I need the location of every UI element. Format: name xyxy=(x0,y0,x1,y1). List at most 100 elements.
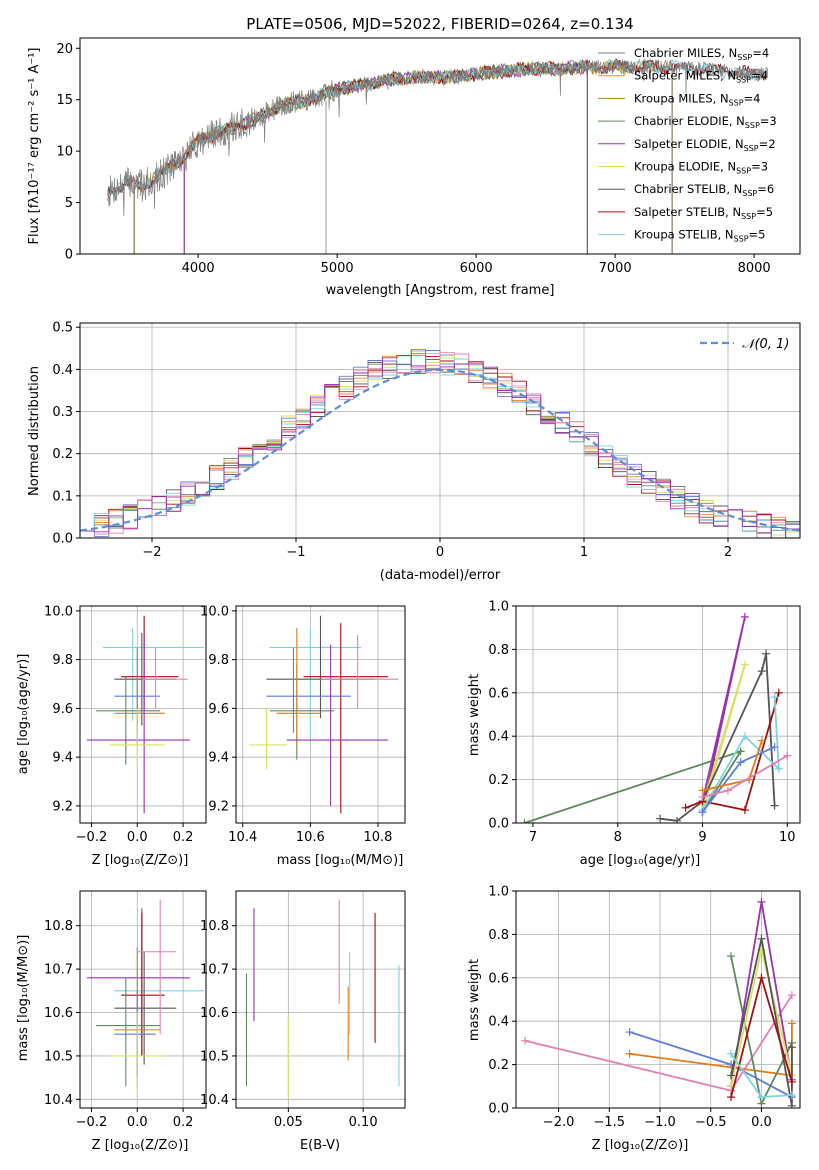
mass-weight-marker xyxy=(757,667,766,676)
legend-label-text: Salpeter ELODIE, N xyxy=(634,137,744,151)
mass-weight-marker xyxy=(723,786,732,795)
plot-marks xyxy=(245,899,400,1100)
x-tick-label: 9 xyxy=(698,830,706,845)
legend-label-sub: SSP xyxy=(734,235,749,244)
y-tick-label: 20 xyxy=(56,42,73,57)
x-tick-label: −2.0 xyxy=(543,1115,575,1130)
mass-weight-marker xyxy=(757,1093,766,1102)
y-tick-label: 0.4 xyxy=(488,730,509,745)
legend-label: Chabrier ELODIE, NSSP=3 xyxy=(634,114,777,130)
x-tick-label: −1.0 xyxy=(644,1115,676,1130)
y-tick-label: 10.8 xyxy=(44,919,73,934)
y-tick-label: 0.0 xyxy=(488,1102,509,1117)
y-tick-label: 10.7 xyxy=(200,963,229,978)
x-tick-label: 10.6 xyxy=(296,830,325,845)
mass-weight-marker xyxy=(740,732,749,741)
x-tick-label: −2 xyxy=(142,545,161,560)
residual-histogram xyxy=(80,352,800,538)
mwZ-xlabel: Z [log₁₀(Z/Z⊙)] xyxy=(592,1138,689,1153)
panel-age-vs-Z: Z [log₁₀(Z/Z⊙)] age [log₁₀(age/yr)] −0.2… xyxy=(16,604,207,868)
y-tick-label: 0.6 xyxy=(488,686,509,701)
ageZ-ylabel: age [log₁₀(age/yr)] xyxy=(16,654,31,775)
x-tick-label: 7 xyxy=(529,830,537,845)
spectrum-xlabel: wavelength [Angstrom, rest frame] xyxy=(326,283,555,298)
x-tick-label: −0.2 xyxy=(76,830,108,845)
panel-mass-weight-vs-Z: Z [log₁₀(Z/Z⊙)] mass weight −2.0 −1.5 −1.0… xyxy=(467,885,801,1153)
y-tick-label: 0.2 xyxy=(488,773,509,788)
mass-weight-marker xyxy=(727,952,736,961)
mass-weight-marker xyxy=(673,816,682,823)
plot-marks xyxy=(107,58,769,254)
plot-marks xyxy=(86,615,204,814)
mass-weight-marker xyxy=(757,973,766,982)
x-tick-label: 0.0 xyxy=(127,1115,148,1130)
y-tick-label: 10.4 xyxy=(200,1093,229,1108)
plot-marks xyxy=(520,612,792,823)
spectrum-plot-area: 4000 5000 6000 7000 8000 0 5 10 15 20 xyxy=(56,37,801,276)
mass-weight-vs-Z-plot-area: −2.0 −1.5 −1.0 −0.5 0.0 0.0 0.2 0.4 0.6 0.8 1.0 xyxy=(488,885,801,1130)
y-tick-label: 10.5 xyxy=(200,1049,229,1064)
mass-weight-marker xyxy=(787,991,796,1000)
mass-weight-vs-age-plot-area: 7 8 9 10 0.0 0.2 0.4 0.6 0.8 1.0 xyxy=(488,600,801,845)
x-tick-label: 0.2 xyxy=(173,1115,194,1130)
x-tick-label: 5000 xyxy=(321,261,354,276)
plot-marks xyxy=(80,349,800,538)
panel-mass-vs-ebv: E(B-V) 0.05 0.10 10.4 10.5 10.6 10.7 10.8 xyxy=(200,890,406,1153)
legend-label-eq: =6 xyxy=(757,182,774,196)
mass-vs-Z-plot-area: −0.2 0.0 0.2 10.4 10.5 10.6 10.7 10.8 xyxy=(44,890,207,1130)
legend-label-eq: =5 xyxy=(749,228,766,242)
mass-weight-line xyxy=(730,938,793,1106)
y-tick-label: 9.6 xyxy=(52,702,73,717)
axes-frame xyxy=(79,605,207,824)
mass-weight-marker xyxy=(787,1077,796,1086)
legend-label-text: Salpeter MILES, N xyxy=(634,69,736,83)
y-tick-label: 0.2 xyxy=(488,1058,509,1073)
x-tick-label: 10.8 xyxy=(363,830,392,845)
x-tick-label: 6000 xyxy=(460,261,493,276)
y-tick-label: 0.8 xyxy=(488,643,509,658)
y-tick-label: 10.7 xyxy=(44,963,73,978)
y-tick-label: 0.1 xyxy=(52,489,73,504)
x-tick-label: −1.5 xyxy=(594,1115,626,1130)
legend-label: Kroupa MILES, NSSP=4 xyxy=(634,91,760,107)
legend-label-sub: SSP xyxy=(744,144,759,153)
legend-label: Salpeter MILES, NSSP=4 xyxy=(634,69,768,85)
massEbv-xlabel: E(B-V) xyxy=(300,1138,340,1153)
y-tick-label: 0.3 xyxy=(52,405,73,420)
x-tick-label: −1 xyxy=(286,545,305,560)
mass-weight-marker xyxy=(770,693,779,702)
panel-spectrum: PLATE=0506, MJD=52022, FIBERID=0264, z=0… xyxy=(27,15,801,298)
mass-weight-marker xyxy=(625,1049,634,1058)
legend-label-eq: =4 xyxy=(744,91,761,105)
mass-weight-marker xyxy=(698,808,707,817)
legend-label-text: Chabrier MILES, N xyxy=(634,46,737,60)
legend-label-text: Kroupa MILES, N xyxy=(634,91,729,105)
legend-label-sub: SSP xyxy=(729,98,744,107)
legend-label-eq: =3 xyxy=(751,160,768,174)
y-tick-label: 0.4 xyxy=(52,363,73,378)
mwAge-ylabel: mass weight xyxy=(467,674,482,756)
y-tick-label: 10.8 xyxy=(200,919,229,934)
legend-label-text: Kroupa STELIB, N xyxy=(634,228,734,242)
y-tick-label: 9.8 xyxy=(52,653,73,668)
axes-frame xyxy=(79,890,207,1109)
plot-marks xyxy=(86,899,204,1100)
y-tick-label: 10.6 xyxy=(44,1006,73,1021)
y-tick-label: 10 xyxy=(56,145,73,160)
y-tick-label: 0.8 xyxy=(488,928,509,943)
legend-label-text: Chabrier STELIB, N xyxy=(634,182,742,196)
age-vs-Z-plot-area: −0.2 0.0 0.2 9.2 9.4 9.6 9.8 10.0 xyxy=(44,604,207,845)
residuals-ylabel: Normed distribution xyxy=(27,366,42,496)
y-tick-label: 1.0 xyxy=(488,600,509,615)
axes-frame xyxy=(235,605,406,824)
mass-weight-marker xyxy=(656,814,665,823)
mass-weight-marker xyxy=(774,764,783,773)
mass-weight-marker xyxy=(698,792,707,801)
legend-label: Chabrier STELIB, NSSP=6 xyxy=(634,182,774,198)
mass-vs-ebv-plot-area: 0.05 0.10 10.4 10.5 10.6 10.7 10.8 xyxy=(200,890,406,1130)
panel-mass-vs-Z: Z [log₁₀(Z/Z⊙)] mass [log₁₀(M/M⊙)] −0.2 0… xyxy=(16,890,207,1153)
legend-label: Kroupa STELIB, NSSP=5 xyxy=(634,228,765,244)
mass-weight-marker xyxy=(770,743,779,752)
